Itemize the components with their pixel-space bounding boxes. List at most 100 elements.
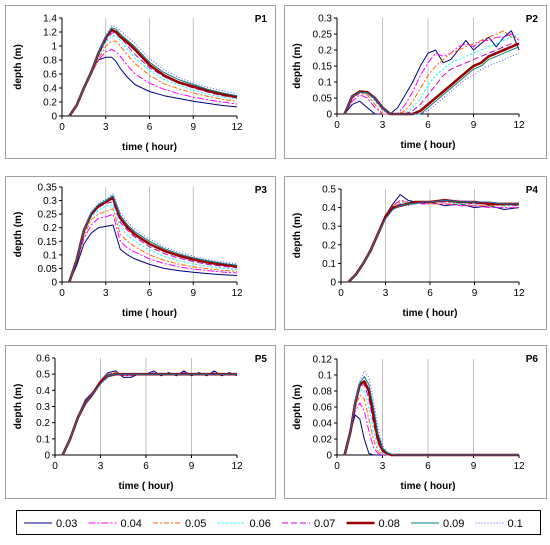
y-tick-label: 0.1 — [318, 371, 332, 382]
x-axis-label: time ( hour) — [122, 308, 177, 319]
legend-label: 0.08 — [379, 518, 400, 530]
panel-p4: 0 0.1 0.2 0.3 0.4 0.5 0 3 6 9 12 time ( hour) depth … — [284, 176, 547, 330]
legend-item: 0.05 — [153, 518, 206, 530]
x-tick-label: 12 — [513, 120, 525, 131]
series-line-0-1 — [344, 370, 519, 456]
y-tick-label: 0.12 — [313, 355, 333, 366]
series-line-0-1 — [348, 199, 519, 283]
series-line-0-04 — [344, 33, 520, 115]
y-tick-label: 0.3 — [36, 402, 50, 413]
x-tick-label: 12 — [513, 288, 525, 299]
y-tick-label: 0.2 — [43, 223, 57, 234]
x-tick-label: 12 — [231, 288, 243, 299]
x-axis-label: time ( hour) — [401, 481, 456, 492]
y-tick-label: 0.05 — [38, 264, 58, 275]
y-tick-label: 0 — [326, 110, 332, 121]
x-tick-label: 0 — [59, 122, 65, 133]
y-tick-label: 0.04 — [313, 419, 333, 430]
y-tick-label: 0.25 — [38, 210, 58, 221]
panel-p6: 0 0.02 0.04 0.06 0.08 0.1 0.12 0 3 6 9 12 time ( hou… — [284, 345, 547, 499]
legend-item: 0.06 — [217, 518, 271, 530]
y-tick-label: 0.4 — [36, 386, 50, 397]
y-tick-label: 0.3 — [322, 222, 336, 233]
y-axis-label: depth (m) — [292, 384, 303, 430]
y-axis-label: depth (m) — [292, 213, 303, 259]
legend-label: 0.07 — [314, 518, 335, 530]
y-tick-label: 0.4 — [322, 203, 336, 214]
y-tick-label: 0.6 — [43, 70, 57, 81]
y-tick-label: 0.1 — [322, 259, 336, 270]
x-tick-label: 6 — [425, 461, 431, 472]
x-axis-label: time ( hour) — [122, 142, 177, 153]
panel-p1: 0 0.2 0.4 0.6 0.8 1 1.2 1.4 0 3 6 9 12 time ( hour) de… — [5, 5, 276, 159]
legend-item: 0.09 — [411, 518, 464, 530]
panel-title: P2 — [526, 14, 539, 25]
legend: 0.03 0.04 0.05 0.06 0.07 0.08 0.09 0.1 — [16, 510, 541, 535]
series-line-0-05 — [344, 30, 519, 115]
series-line-0-1 — [62, 373, 237, 456]
x-tick-label: 9 — [471, 120, 477, 131]
x-axis-label: time ( hour) — [401, 140, 456, 151]
y-tick-label: 1 — [51, 42, 57, 53]
y-tick-label: 1.2 — [43, 28, 57, 39]
x-tick-label: 0 — [334, 461, 340, 472]
x-tick-label: 0 — [334, 120, 340, 131]
legend-item: 0.1 — [475, 518, 523, 530]
x-tick-label: 6 — [143, 461, 149, 472]
panel-frame — [284, 176, 547, 330]
x-tick-label: 0 — [59, 288, 65, 299]
x-tick-label: 9 — [190, 122, 196, 133]
y-tick-label: 0.2 — [318, 46, 332, 57]
y-tick-label: 0.3 — [43, 196, 57, 207]
y-tick-label: 0.05 — [313, 94, 333, 105]
legend-label: 0.06 — [250, 518, 271, 530]
y-tick-label: 1.4 — [43, 14, 57, 25]
panel-frame — [284, 345, 547, 499]
y-tick-label: 0.2 — [322, 240, 336, 251]
y-tick-label: 0.1 — [43, 250, 57, 261]
panel-p5: 0 0.1 0.2 0.3 0.4 0.5 0.6 0 3 6 9 12 time ( hour) dep… — [5, 345, 276, 499]
series-line-0-09 — [68, 195, 238, 283]
x-tick-label: 9 — [190, 288, 196, 299]
y-tick-label: 0.06 — [313, 403, 333, 414]
x-tick-label: 3 — [103, 122, 109, 133]
y-axis-label: depth (m) — [292, 43, 303, 89]
y-tick-label: 0.8 — [43, 56, 57, 67]
x-tick-label: 9 — [471, 461, 477, 472]
series-line-0-1 — [344, 52, 520, 115]
legend-label: 0.05 — [185, 518, 206, 530]
x-tick-label: 12 — [231, 122, 243, 133]
x-tick-label: 3 — [98, 461, 104, 472]
x-axis-label: time ( hour) — [119, 481, 174, 492]
legend-label: 0.1 — [508, 518, 523, 530]
series-line-0-06 — [344, 33, 520, 115]
x-axis-label: time ( hour) — [403, 308, 458, 319]
y-tick-label: 0.2 — [43, 98, 57, 109]
panel-title: P4 — [526, 185, 539, 196]
y-axis-label: depth (m) — [13, 44, 24, 90]
x-tick-label: 3 — [380, 461, 386, 472]
y-tick-label: 0.2 — [36, 418, 50, 429]
y-tick-label: 0.3 — [318, 14, 332, 25]
y-tick-label: 0.5 — [322, 185, 336, 196]
x-tick-label: 6 — [425, 120, 431, 131]
x-tick-label: 6 — [147, 288, 153, 299]
y-axis-label: depth (m) — [13, 384, 24, 430]
x-tick-label: 12 — [231, 461, 243, 472]
panel-p2: 0 0.05 0.1 0.15 0.2 0.25 0.3 0 3 6 9 12 time ( hour)… — [284, 5, 547, 159]
panel-frame — [5, 176, 276, 330]
series-line-0-1 — [68, 25, 238, 117]
legend-item: 0.03 — [24, 518, 77, 530]
y-tick-label: 0.15 — [38, 237, 58, 248]
panel-frame — [5, 5, 276, 159]
y-tick-label: 0.35 — [38, 183, 58, 194]
series-line-0-04 — [68, 213, 238, 283]
y-tick-label: 0.02 — [313, 435, 333, 446]
x-tick-label: 0 — [338, 288, 344, 299]
y-tick-label: 0.1 — [36, 434, 50, 445]
x-tick-label: 0 — [52, 461, 58, 472]
y-tick-label: 0.4 — [43, 84, 57, 95]
panel-title: P1 — [255, 14, 268, 25]
y-tick-label: 0 — [44, 451, 50, 462]
x-tick-label: 6 — [427, 288, 433, 299]
